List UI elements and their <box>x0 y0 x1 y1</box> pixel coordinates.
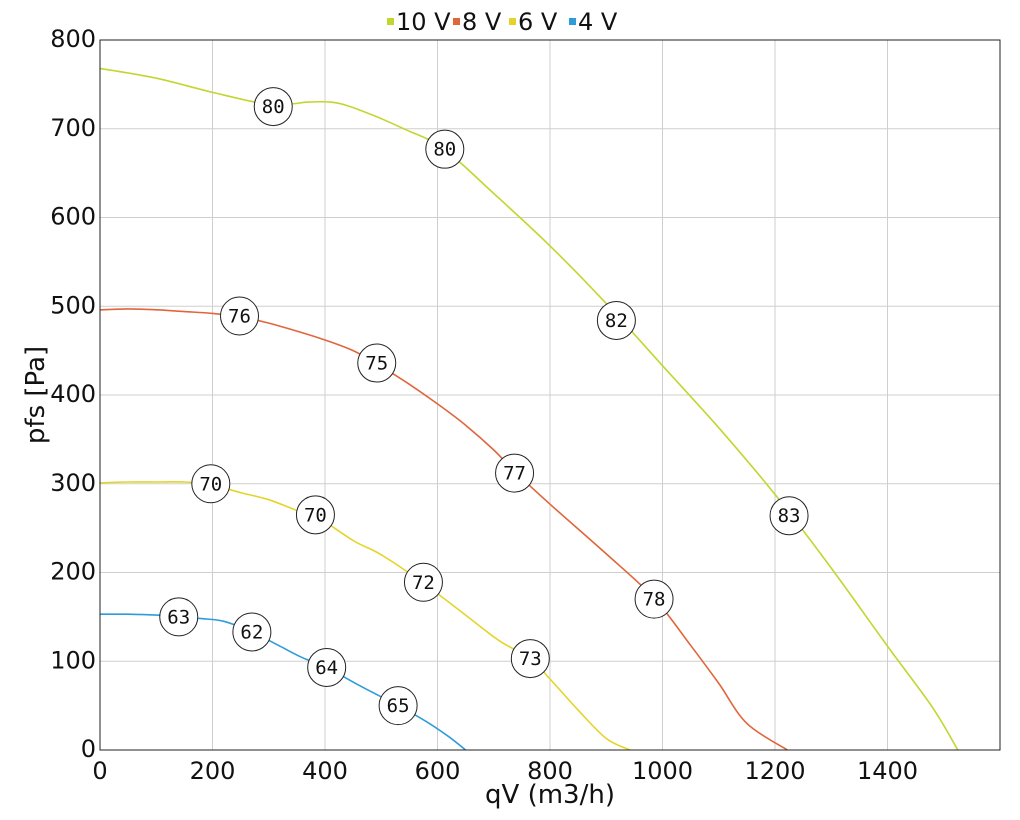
data-label-circle <box>159 597 199 637</box>
data-label-text: 73 <box>519 648 542 670</box>
y-axis-label: pfs [Pa] <box>21 346 51 444</box>
legend-item-8v: 8 V <box>453 8 502 36</box>
y-tick-label: 600 <box>50 203 96 231</box>
data-label-circle <box>378 686 418 726</box>
y-tick-label: 200 <box>50 558 96 586</box>
data-label: 72 <box>403 562 443 602</box>
data-label-text: 70 <box>304 504 327 526</box>
data-label-text: 70 <box>199 473 222 495</box>
data-label-text: 77 <box>503 463 526 485</box>
y-tick-label: 800 <box>50 25 96 53</box>
y-tick-labels: 0 100 200 300 400 500 600 700 800 <box>50 25 96 763</box>
data-label-circle <box>253 87 293 127</box>
data-label-circle <box>510 639 550 679</box>
data-label: 62 <box>232 612 272 652</box>
series-line-6v <box>99 480 631 751</box>
y-tick-label: 0 <box>81 735 96 763</box>
data-label-text: 75 <box>365 353 388 375</box>
data-label-circle <box>295 495 335 535</box>
data-label: 80 <box>425 129 465 169</box>
data-label-circle <box>403 562 443 602</box>
series-line-4v <box>99 613 467 751</box>
x-tick-label: 1400 <box>857 757 918 785</box>
data-label: 76 <box>220 296 259 336</box>
data-label: 64 <box>307 647 347 687</box>
x-tick-label: 200 <box>190 757 236 785</box>
x-axis-label: qV (m3/h) <box>485 780 615 810</box>
data-label: 78 <box>634 579 674 619</box>
data-label-text: 63 <box>167 606 190 628</box>
data-label-circle <box>232 612 272 652</box>
grid <box>100 40 1000 750</box>
x-tick-label: 1000 <box>632 757 693 785</box>
legend-swatch <box>387 18 394 25</box>
data-label-circle <box>425 129 465 169</box>
x-tick-label: 600 <box>415 757 461 785</box>
data-label-text: 83 <box>778 505 801 527</box>
data-label-circle <box>191 464 231 504</box>
data-label: 65 <box>378 686 418 726</box>
data-label-circle <box>769 496 809 536</box>
data-label: 83 <box>769 496 809 536</box>
y-tick-label: 500 <box>50 291 96 319</box>
data-label: 75 <box>357 343 397 383</box>
y-tick-label: 300 <box>50 469 96 497</box>
data-label: 73 <box>510 639 550 679</box>
plot-frame <box>99 39 1001 751</box>
legend-label: 8 V <box>462 8 502 36</box>
data-label: 70 <box>295 495 335 535</box>
data-label-circle <box>357 343 397 383</box>
legend-swatch <box>569 18 576 25</box>
data-label-text: 82 <box>605 310 628 332</box>
x-tick-label: 800 <box>527 757 573 785</box>
data-label: 80 <box>253 87 293 127</box>
data-label-text: 80 <box>433 139 456 161</box>
data-label-circle <box>596 300 636 340</box>
legend-label: 6 V <box>518 8 558 36</box>
data-label-text: 72 <box>412 572 435 594</box>
data-label-circle <box>307 647 347 687</box>
x-tick-label: 400 <box>302 757 348 785</box>
data-label-text: 80 <box>262 96 285 118</box>
data-label-text: 62 <box>240 621 263 643</box>
legend-swatch <box>453 18 460 25</box>
legend-label: 10 V <box>396 8 451 36</box>
data-label: 77 <box>495 453 535 493</box>
data-labels: 80 80 82 83 76 75 77 78 70 70 72 73 63 62 64 65 <box>159 87 809 726</box>
data-label-text: 65 <box>387 695 410 717</box>
data-label-circle <box>634 579 674 619</box>
data-label: 82 <box>596 300 636 340</box>
legend-label: 4 V <box>578 8 618 36</box>
data-label-text: 78 <box>643 589 666 611</box>
y-tick-label: 100 <box>50 646 96 674</box>
data-label-circle <box>220 296 259 336</box>
data-label-text: 76 <box>228 306 251 328</box>
y-tick-label: 400 <box>50 380 96 408</box>
data-label-circle <box>495 453 535 493</box>
series-line-8v <box>99 308 788 751</box>
legend: 10 V 8 V 6 V 4 V <box>387 8 618 36</box>
legend-item-4v: 4 V <box>569 8 618 36</box>
legend-item-10v: 10 V <box>387 8 451 36</box>
data-label-text: 64 <box>315 657 338 679</box>
data-label: 63 <box>159 597 199 637</box>
data-label: 70 <box>191 464 231 504</box>
x-tick-labels: 0 200 400 600 800 1000 1200 1400 <box>92 757 918 785</box>
legend-swatch <box>509 18 516 25</box>
y-tick-label: 700 <box>50 114 96 142</box>
x-tick-label: 0 <box>92 757 107 785</box>
x-tick-label: 1200 <box>744 757 805 785</box>
legend-item-6v: 6 V <box>509 8 558 36</box>
